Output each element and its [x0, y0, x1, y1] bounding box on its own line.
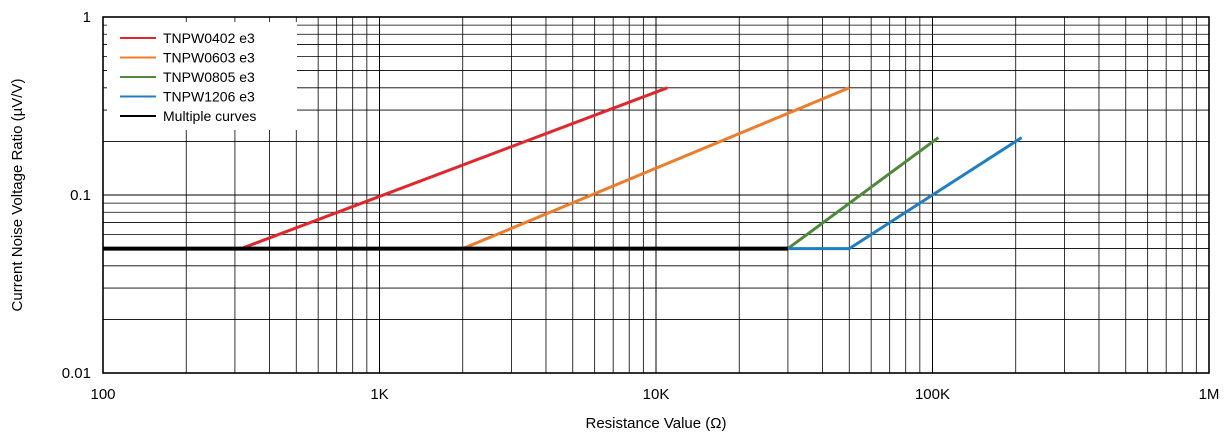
series-line-4	[787, 136, 1023, 251]
series-line-1	[240, 86, 668, 251]
x-axis-title: Resistance Value (Ω)	[586, 415, 727, 432]
legend-entry: Multiple curves	[163, 108, 256, 124]
legend-entry: TNPW0402 e3	[163, 30, 255, 46]
y-tick-label: 0.01	[62, 365, 91, 382]
x-tick-label: 100K	[915, 386, 950, 403]
y-axis-title: Current Noise Voltage Ratio (µV/V)	[9, 79, 26, 312]
x-tick-label: 100	[90, 386, 115, 403]
series-line-3	[787, 136, 940, 250]
x-tick-label: 1K	[370, 386, 388, 403]
plot-frame	[102, 16, 1210, 374]
y-tick-labels: 0.01 0.1 1	[62, 9, 91, 382]
legend: TNPW0402 e3 TNPW0603 e3 TNPW0805 e3 TNPW120…	[107, 22, 297, 130]
y-tick-label: 0.1	[70, 187, 91, 204]
legend-entry: TNPW0805 e3	[163, 69, 255, 85]
x-tick-label: 1M	[1199, 386, 1220, 403]
series-layer	[103, 86, 1023, 251]
legend-entry: TNPW0603 e3	[163, 50, 255, 66]
y-tick-label: 1	[83, 9, 91, 26]
legend-entry: TNPW1206 e3	[163, 89, 255, 105]
series-line-2	[462, 86, 850, 250]
x-tick-label: 10K	[643, 386, 670, 403]
x-tick-labels: 100 1K 10K 100K 1M	[90, 386, 1219, 403]
